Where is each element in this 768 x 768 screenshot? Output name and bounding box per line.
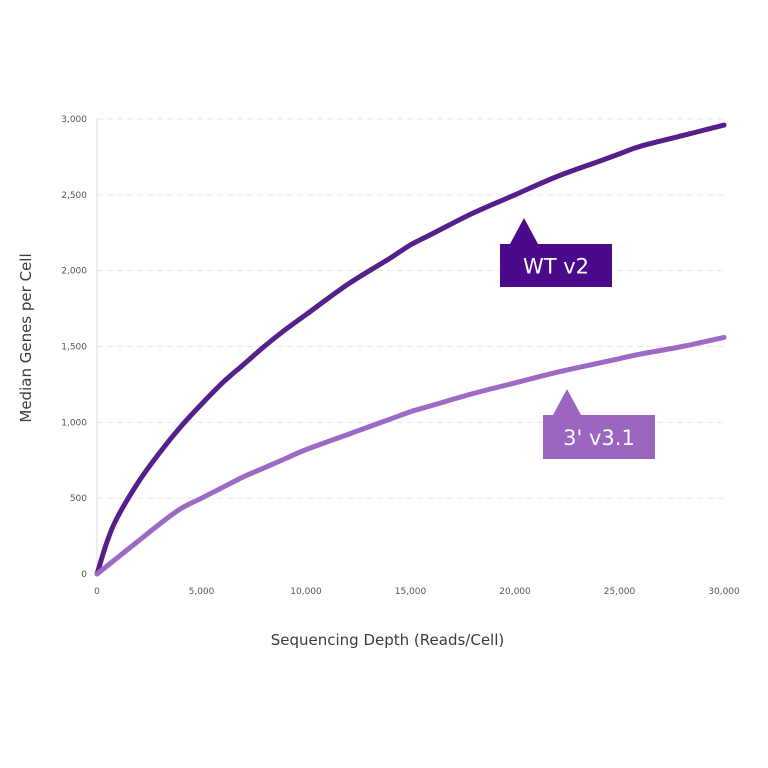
series-callout: WT v2 [500,218,612,287]
series-line-0 [94,122,727,577]
grid-lines [97,118,724,499]
y-tick-label: 1,500 [61,343,87,353]
callout-box [500,244,612,287]
x-tick-labels: 0 5,000 10,000 15,000 20,000 25,000 30,000 [94,587,740,597]
x-tick-label: 10,000 [290,587,322,597]
y-tick-label: 1,000 [61,418,87,428]
callout-label: 3' v3.1 [563,426,635,450]
x-tick-label: 5,000 [189,587,215,597]
x-axis-title: Sequencing Depth (Reads/Cell) [271,631,504,649]
series-callout: 3' v3.1 [543,389,655,459]
series-callouts: WT v2 3' v3.1 [500,218,655,459]
y-axis-title: Median Genes per Cell [17,253,35,422]
y-tick-label: 500 [70,494,87,504]
y-tick-label: 2,000 [61,267,87,277]
y-tick-labels: 0 500 1,000 1,500 2,000 2,500 3,000 [61,115,87,580]
x-tick-label: 0 [94,587,100,597]
callout-label: WT v2 [523,255,589,279]
callout-box [543,415,655,459]
y-tick-label: 2,500 [61,191,87,201]
callout-pointer [553,389,581,415]
series-line-1 [94,334,727,577]
x-tick-label: 25,000 [604,587,636,597]
x-tick-label: 20,000 [499,587,531,597]
y-tick-label: 3,000 [61,115,87,125]
series-lines [94,122,727,577]
y-tick-label: 0 [81,570,87,580]
x-tick-label: 15,000 [395,587,427,597]
x-tick-label: 30,000 [708,587,740,597]
callout-pointer [510,218,538,244]
